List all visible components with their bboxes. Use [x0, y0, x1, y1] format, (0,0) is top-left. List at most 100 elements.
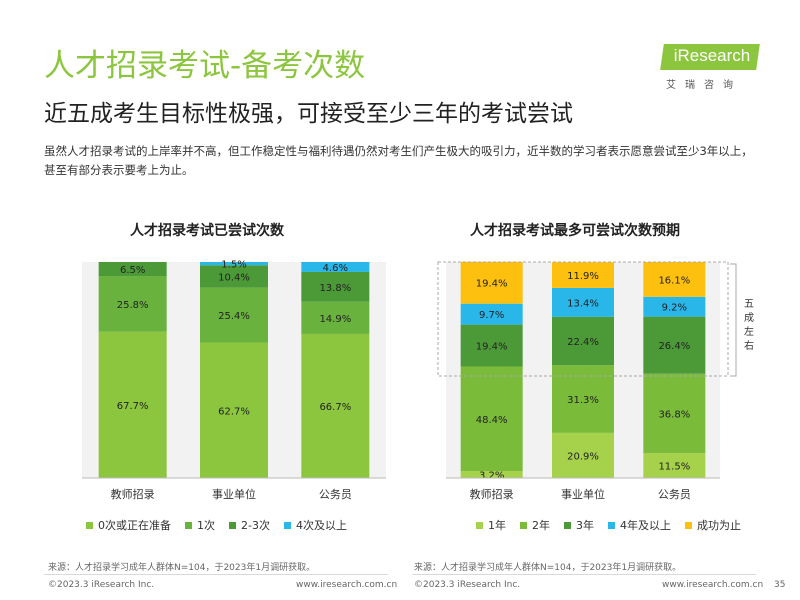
right-bar-segment: [460, 366, 523, 472]
right-data-label: 13.4%: [567, 298, 599, 309]
right-bar-segment: [643, 453, 706, 478]
left-bar-segment: [200, 342, 268, 478]
left-legend-item: 2-3次: [229, 517, 270, 533]
legend-swatch: [608, 521, 615, 529]
left-data-label: 25.4%: [218, 311, 250, 322]
left-bar-segment: [98, 331, 167, 478]
left-bar-segment: [301, 301, 370, 334]
right-data-label: 22.4%: [567, 337, 599, 348]
right-category-label: 公务员: [658, 488, 691, 501]
legend-label: 4年及以上: [620, 519, 671, 532]
highlight-box: [437, 261, 729, 377]
right-bar-segment: [552, 262, 614, 288]
right-bar-segment: [643, 262, 706, 297]
left-bar-segment: [200, 287, 268, 343]
left-data-label: 4.6%: [323, 263, 348, 274]
right-data-label: 9.2%: [662, 303, 687, 314]
left-category-label: 公务员: [319, 488, 352, 501]
right-bar-segment: [460, 261, 523, 304]
left-data-label: 13.8%: [319, 283, 351, 294]
legend-swatch: [564, 521, 571, 529]
left-bar-segment: [301, 333, 370, 478]
left-legend-item: 0次或正在准备: [86, 517, 171, 533]
legend-label: 1年: [488, 519, 506, 532]
right-category-label: 事业单位: [561, 487, 605, 501]
left-legend-item: 4次及以上: [283, 517, 347, 533]
legend-label: 成功为止: [697, 519, 741, 532]
right-chart-title: 人才招录考试最多可尝试次数预期: [470, 223, 680, 239]
legend-swatch: [283, 521, 291, 529]
right-legend-item: 2年: [520, 517, 550, 533]
legend-label: 0次或正在准备: [98, 519, 171, 532]
right-data-label: 11.5%: [658, 462, 690, 473]
right-bar-segment: [643, 296, 706, 317]
page-number: 35: [774, 580, 786, 590]
page-title: 人才招录考试-备考次数: [44, 48, 366, 84]
right-legend-item: 1年: [476, 517, 506, 533]
right-legend-item: 4年及以上: [608, 517, 671, 533]
page-subtitle: 近五成考生目标性极强，可接受至少三年的考试尝试: [44, 101, 573, 127]
logo-text: iResearch: [673, 46, 751, 65]
left-data-label: 14.9%: [319, 314, 351, 325]
legend-label: 2-3次: [241, 519, 270, 532]
right-legend-item: 3年: [564, 517, 594, 533]
left-chart-title: 人才招录考试已尝试次数: [130, 223, 284, 239]
left-bar-segment: [200, 262, 268, 266]
right-bar-segment: [460, 303, 523, 325]
right-data-label: 26.4%: [658, 341, 690, 352]
iresearch-logo: iResearch 艾瑞咨询: [652, 40, 760, 96]
left-bar-segment: [301, 262, 370, 272]
right-bar-segment: [460, 324, 523, 367]
right-bar-segment: [552, 287, 614, 317]
legend-label: 1次: [197, 519, 215, 532]
right-data-label: 9.7%: [479, 310, 504, 321]
left-data-label: 6.5%: [120, 265, 145, 276]
right-legend: 1年 2年 3年 4年及以上 成功为止: [476, 517, 755, 533]
right-bar-segment: [643, 316, 706, 374]
legend-label: 2年: [532, 519, 550, 532]
left-website: www.iresearch.com.cn: [296, 580, 398, 590]
right-category-label: 教师招录: [470, 487, 514, 501]
right-bar-segment: [552, 365, 614, 433]
legend-swatch: [685, 521, 692, 529]
right-copyright: ©2023.3 iResearch Inc.: [414, 580, 521, 590]
right-data-label: 19.4%: [476, 279, 508, 290]
right-data-label: 20.9%: [567, 451, 599, 462]
right-data-label: 19.4%: [476, 342, 508, 353]
page-description: 虽然人才招录考试的上岸率并不高，但工作稳定性与福利待遇仍然对考生们产生极大的吸引…: [44, 144, 753, 177]
legend-swatch: [185, 521, 192, 529]
left-copyright: ©2023.3 iResearch Inc.: [48, 580, 155, 590]
left-bar-segment: [98, 262, 167, 277]
left-data-label: 66.7%: [319, 402, 351, 413]
left-data-label: 1.5%: [221, 260, 246, 271]
left-data-label: 67.7%: [117, 401, 149, 412]
left-data-label: 10.4%: [218, 272, 250, 283]
legend-swatch: [476, 521, 483, 529]
left-bar-segment: [200, 265, 268, 288]
right-bar-segment: [643, 373, 706, 454]
right-bar-segment: [552, 432, 614, 478]
left-legend-item: 1次: [185, 517, 215, 533]
right-data-label: 16.1%: [658, 275, 690, 286]
right-legend-item: 成功为止: [685, 517, 741, 533]
right-data-label: 36.8%: [658, 409, 690, 420]
left-data-label: 25.8%: [117, 300, 149, 311]
legend-swatch: [229, 521, 236, 529]
right-data-label: 31.3%: [567, 395, 599, 406]
left-legend: 0次或正在准备 1次 2-3次 4次及以上: [86, 517, 361, 533]
annotation-text: 五成左右: [744, 299, 754, 352]
left-source-note: 来源：人才招录学习成年人群体N=104，于2023年1月调研获取。: [48, 563, 316, 573]
highlight-bracket: [730, 263, 737, 377]
left-footer-divider: [44, 574, 388, 575]
left-data-label: 62.7%: [218, 406, 250, 417]
right-bar-segment: [552, 316, 614, 366]
right-website: www.iresearch.com.cn: [662, 580, 764, 590]
legend-label: 4次及以上: [295, 519, 347, 532]
legend-swatch: [520, 521, 527, 529]
legend-swatch: [86, 521, 93, 529]
right-footer-divider: [412, 574, 756, 575]
left-bar-segment: [301, 271, 370, 302]
right-data-label: 48.4%: [476, 415, 508, 426]
logo-subtitle: 艾瑞咨询: [666, 80, 742, 91]
